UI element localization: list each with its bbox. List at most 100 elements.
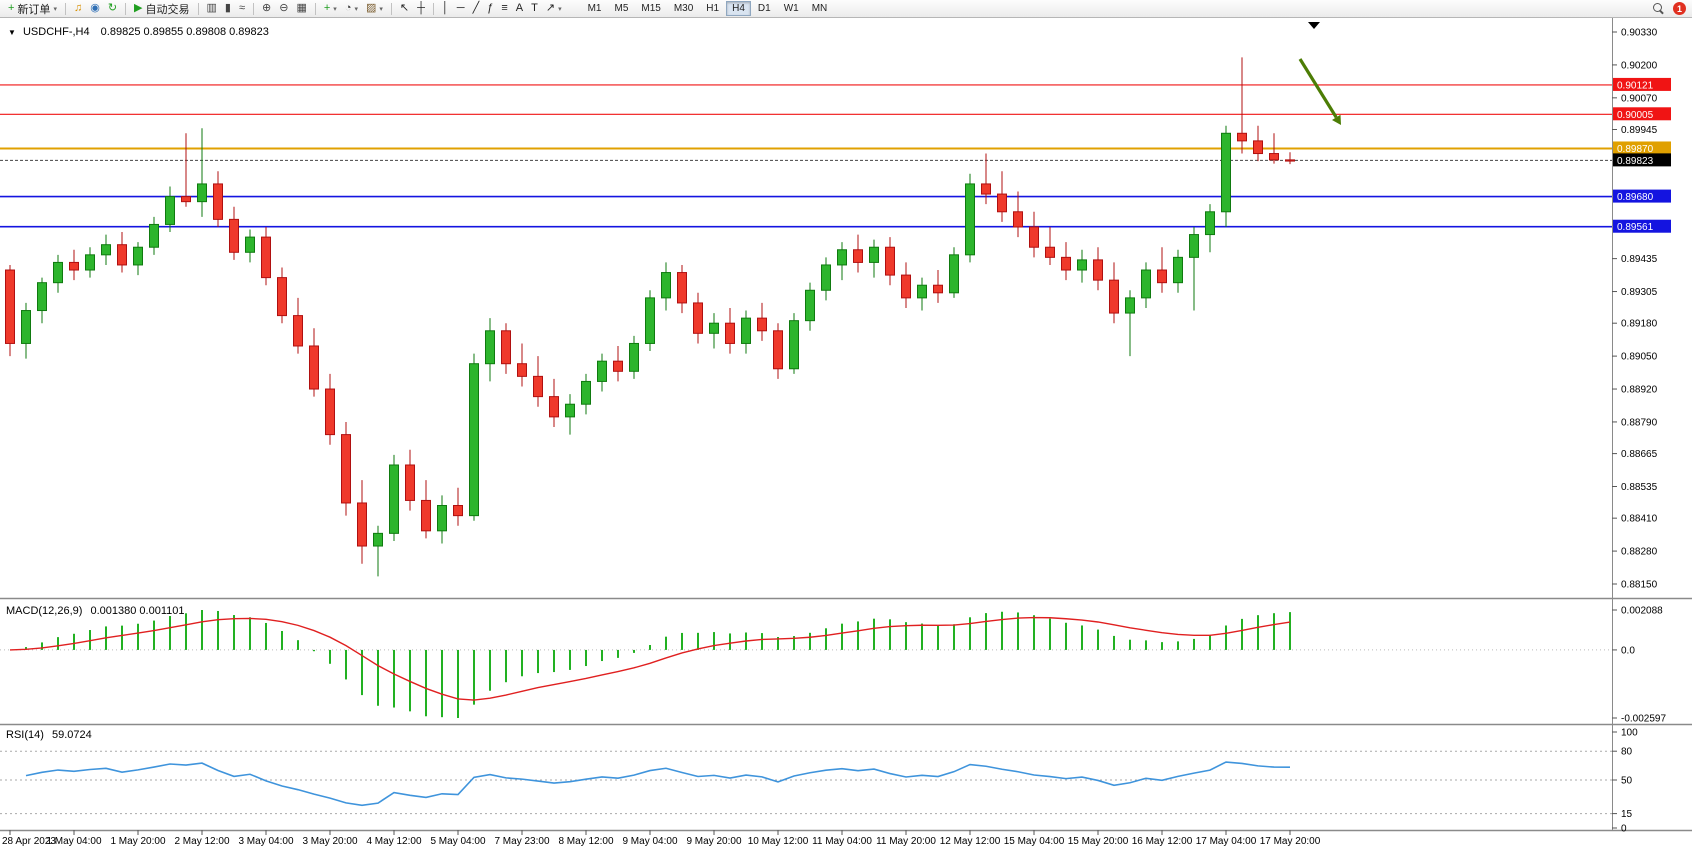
candle — [373, 525, 383, 577]
megaphone-icon: ♫ — [73, 2, 83, 14]
text-button[interactable]: A — [512, 1, 527, 17]
arrows-button[interactable]: ↗ ▾ — [542, 1, 566, 17]
horizontal-line-icon: ─ — [456, 2, 465, 14]
toolbar-separator — [390, 2, 392, 15]
line-chart-icon: ≈ — [238, 2, 246, 14]
timeframe-m1-button[interactable]: M1 — [587, 3, 602, 14]
candle — [1029, 211, 1039, 258]
timeframe-h4-button[interactable]: H4 — [726, 1, 751, 16]
fibonacci-button[interactable]: ƒ — [483, 1, 497, 17]
candle — [1221, 125, 1231, 227]
candle — [821, 257, 831, 301]
candle — [997, 171, 1007, 222]
arrow-annotation-shaft[interactable] — [1298, 58, 1338, 119]
price-axis-label: 0.90330 — [1621, 28, 1658, 39]
chart-shift-marker[interactable] — [1308, 22, 1320, 29]
time-axis-label: 3 May 20:00 — [302, 836, 357, 847]
axes[interactable]: 0.90330 0.90200 0.90070 0.89945 0.89435 0.893… — [2, 28, 1666, 848]
templates-button[interactable]: ▨ ▾ — [362, 1, 387, 17]
symbol-menu-caret-icon[interactable]: ▼ — [8, 28, 16, 37]
candle — [709, 313, 719, 349]
new-order-button[interactable]: + 新订单 ▾ — [4, 1, 61, 17]
price-marker — [1613, 107, 1671, 121]
zoom-out-button[interactable]: ⊖ — [275, 1, 292, 17]
candle — [885, 237, 895, 286]
candle — [1125, 290, 1135, 357]
timeframe-m15-button[interactable]: M15 — [641, 3, 661, 14]
rsi-axis-label: 0 — [1621, 824, 1627, 835]
crosshair-button[interactable]: ┼ — [413, 1, 429, 17]
time-axis-label: 12 May 12:00 — [940, 836, 1001, 847]
price-axis-label: 0.88790 — [1621, 417, 1658, 428]
time-axis-label: 8 May 12:00 — [558, 836, 613, 847]
line-chart-button[interactable]: ≈ — [235, 1, 249, 17]
new-order-button-label: 新订单 — [17, 3, 51, 16]
tile-windows-button[interactable]: ▦ — [292, 1, 310, 17]
cursor-button[interactable]: ↖ — [396, 1, 413, 17]
price-axis-label: 0.88665 — [1621, 449, 1658, 460]
chart-window: 0.90330 0.90200 0.90070 0.89945 0.89435 0.893… — [0, 18, 1692, 852]
bar-chart-button[interactable]: ▥ — [203, 1, 221, 17]
label-button[interactable]: T — [527, 1, 542, 17]
trendline-button[interactable]: ╱ — [469, 1, 484, 17]
time-axis-label: 9 May 20:00 — [686, 836, 741, 847]
channels-button[interactable]: ≡ — [497, 1, 511, 17]
time-axis-label: 15 May 20:00 — [1068, 836, 1129, 847]
periods-button[interactable]: ◔ ▾ — [341, 1, 362, 17]
candle — [901, 262, 911, 308]
timeframe-m5-button[interactable]: M5 — [614, 3, 629, 14]
price-axis-label: 0.88280 — [1621, 547, 1658, 558]
time-axis-label: 28 Apr 2023 — [2, 836, 56, 847]
candle — [245, 229, 255, 263]
toolbar-separator — [125, 2, 127, 15]
indicators-button[interactable]: + ▾ — [320, 1, 341, 17]
zoom-in-button[interactable]: ⊕ — [258, 1, 275, 17]
candle — [837, 242, 847, 281]
candle — [1045, 226, 1055, 265]
zoom-out-icon: ⊖ — [279, 2, 289, 14]
candlesticks — [5, 57, 1295, 577]
horizontal-lines — [0, 84, 1612, 228]
time-axis-label: 9 May 04:00 — [622, 836, 677, 847]
time-axis-label: 3 May 04:00 — [238, 836, 293, 847]
candle — [165, 186, 175, 233]
timeframe-mn-button[interactable]: MN — [811, 3, 828, 14]
candle — [133, 242, 143, 276]
arrow-annotation-head[interactable] — [1332, 114, 1341, 125]
time-axis-label: 1 May 20:00 — [110, 836, 165, 847]
time-axis-label: 16 May 12:00 — [1132, 836, 1193, 847]
notification-badge[interactable]: 1 — [1673, 2, 1686, 15]
candle — [549, 378, 559, 428]
candle — [853, 234, 863, 273]
candle — [1205, 204, 1215, 253]
indicators-icon: + — [323, 2, 331, 14]
candle — [693, 292, 703, 344]
person-icon: ◉ — [90, 2, 100, 14]
chart-area[interactable]: 0.90330 0.90200 0.90070 0.89945 0.89435 0.893… — [0, 18, 1692, 852]
candle — [1093, 247, 1103, 291]
timeframe-m30-button[interactable]: M30 — [673, 3, 694, 14]
play-icon: ▶ — [134, 2, 143, 14]
community-button[interactable]: ◉ — [86, 1, 104, 17]
candle — [85, 247, 95, 278]
timeframe-h1-button[interactable]: H1 — [706, 3, 720, 14]
candle — [773, 323, 783, 379]
vertical-line-button[interactable]: │ — [438, 1, 453, 17]
time-axis-label: 10 May 12:00 — [748, 836, 809, 847]
alerts-button[interactable]: ♫ — [70, 1, 86, 17]
horizontal-line-button[interactable]: ─ — [453, 1, 469, 17]
refresh-button[interactable]: ↻ — [104, 1, 121, 17]
candle — [1189, 226, 1199, 311]
candle — [1141, 262, 1151, 308]
candle — [261, 226, 271, 286]
autotrade-button[interactable]: ▶ 自动交易 — [130, 1, 193, 17]
zoom-in-icon: ⊕ — [262, 2, 272, 14]
timeframe-d1-button[interactable]: D1 — [757, 3, 771, 14]
candle — [213, 171, 223, 227]
candle — [677, 264, 687, 314]
search-icon[interactable] — [1652, 2, 1665, 15]
clock-icon: ◔ — [344, 2, 352, 14]
timeframe-w1-button[interactable]: W1 — [783, 3, 799, 14]
candlestick-chart-button[interactable]: ▮ — [221, 1, 235, 17]
candle — [293, 297, 303, 354]
